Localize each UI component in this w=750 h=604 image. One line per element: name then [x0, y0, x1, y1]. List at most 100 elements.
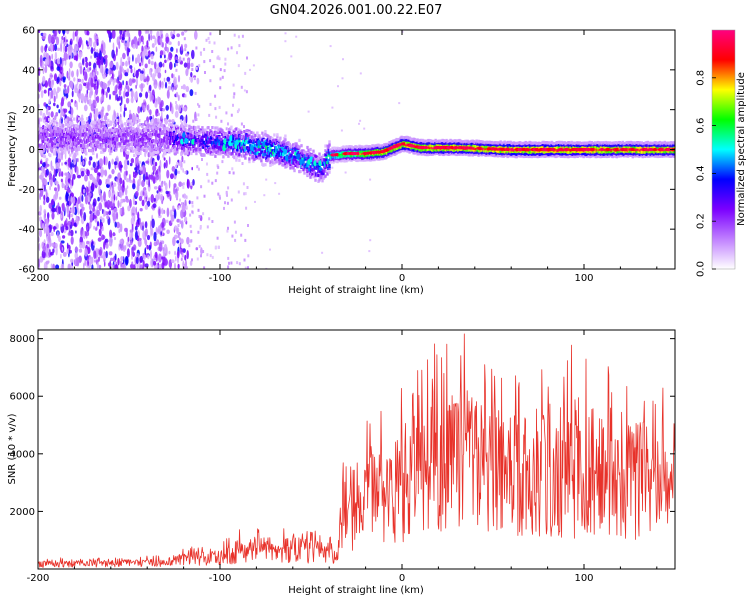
noise-cell	[237, 108, 240, 112]
noise-cell	[150, 194, 155, 203]
trace-cell	[82, 133, 85, 137]
noise-cell	[134, 167, 137, 171]
trace-cell	[92, 143, 95, 147]
trace-cell	[207, 140, 210, 144]
noise-cell	[189, 213, 192, 217]
trace-cell	[57, 137, 60, 141]
noise-cell	[80, 93, 85, 102]
trace-cell	[264, 163, 267, 167]
noise-cell	[55, 190, 58, 195]
trace-cell	[111, 143, 114, 148]
noise-cell	[98, 202, 103, 211]
trace-cell	[290, 154, 293, 158]
noise-cell	[124, 187, 128, 196]
noise-cell	[148, 33, 150, 42]
trace-cell	[65, 123, 68, 127]
noise-cell	[62, 76, 66, 81]
noise-cell	[45, 168, 50, 176]
noise-cell	[224, 57, 227, 61]
noise-cell	[193, 77, 196, 81]
noise-cell	[70, 229, 74, 237]
noise-cell	[60, 113, 62, 120]
noise-cell	[149, 30, 153, 36]
noise-cell	[103, 241, 106, 250]
trace-cell	[73, 136, 76, 140]
trace-cell	[137, 126, 140, 130]
noise-cell	[150, 60, 154, 65]
trace-cell	[121, 140, 124, 144]
noise-cell	[93, 250, 97, 259]
trace-cell	[92, 151, 95, 155]
trace-cell	[145, 141, 148, 145]
trace-cell	[204, 133, 207, 137]
trace-cell	[231, 152, 234, 156]
noise-cell	[40, 174, 43, 180]
noise-cell	[183, 160, 186, 164]
noise-cell	[164, 258, 169, 266]
trace-cell	[165, 119, 168, 123]
noise-cell	[76, 166, 79, 176]
trace-cell	[271, 137, 274, 141]
noise-cell	[74, 100, 77, 104]
noise-cell	[52, 263, 55, 269]
noise-cell	[128, 112, 133, 121]
noise-cell	[102, 252, 107, 260]
trace-cell	[174, 147, 177, 151]
noise-cell	[41, 46, 44, 54]
noise-cell	[71, 90, 74, 98]
trace-cell	[324, 174, 327, 178]
noise-cell	[56, 57, 61, 65]
trace-cell	[48, 118, 51, 122]
noise-cell	[53, 168, 56, 178]
noise-cell	[159, 80, 162, 88]
trace-cell	[172, 139, 175, 143]
trace-cell	[116, 138, 119, 142]
trace-cell	[74, 142, 77, 146]
trace-cell	[132, 126, 135, 130]
noise-cell	[369, 178, 372, 181]
trace-cell	[248, 160, 251, 164]
noise-cell	[63, 43, 65, 54]
noise-cell	[82, 58, 85, 66]
noise-cell	[152, 165, 157, 172]
noise-cell	[142, 224, 144, 232]
trace-cell	[50, 138, 53, 142]
noise-cell	[190, 182, 193, 186]
noise-cell	[206, 253, 209, 257]
trace-cell	[134, 131, 137, 136]
trace-cell	[38, 131, 41, 135]
trace-cell	[124, 122, 127, 126]
noise-cell	[116, 178, 118, 183]
noise-cell	[166, 169, 170, 179]
noise-cell	[181, 254, 184, 258]
noise-cell	[182, 194, 185, 198]
trace-cell	[254, 151, 257, 155]
noise-cell	[208, 217, 211, 221]
noise-cell	[101, 66, 104, 77]
noise-cell	[73, 156, 77, 166]
trace-cell	[328, 165, 331, 169]
trace-cell	[106, 121, 109, 125]
trace-cell	[155, 136, 158, 140]
noise-cell	[173, 183, 177, 188]
trace-cell	[91, 148, 94, 153]
noise-cell	[70, 99, 74, 103]
noise-cell	[130, 158, 135, 164]
trace-cell	[149, 137, 152, 142]
trace-cell	[201, 126, 204, 130]
noise-cell	[58, 109, 61, 114]
noise-cell	[238, 262, 241, 266]
trace-cell	[142, 146, 145, 150]
noise-cell	[172, 87, 174, 93]
noise-cell	[182, 107, 187, 112]
trace-cell	[236, 134, 239, 138]
noise-cell	[175, 255, 177, 262]
noise-cell	[119, 102, 122, 107]
noise-cell	[137, 53, 141, 64]
noise-cell	[88, 203, 93, 211]
trace-cell	[266, 142, 269, 146]
noise-cell	[164, 81, 168, 89]
trace-cell	[169, 142, 172, 146]
noise-cell	[79, 65, 83, 75]
noise-cell	[51, 242, 55, 247]
